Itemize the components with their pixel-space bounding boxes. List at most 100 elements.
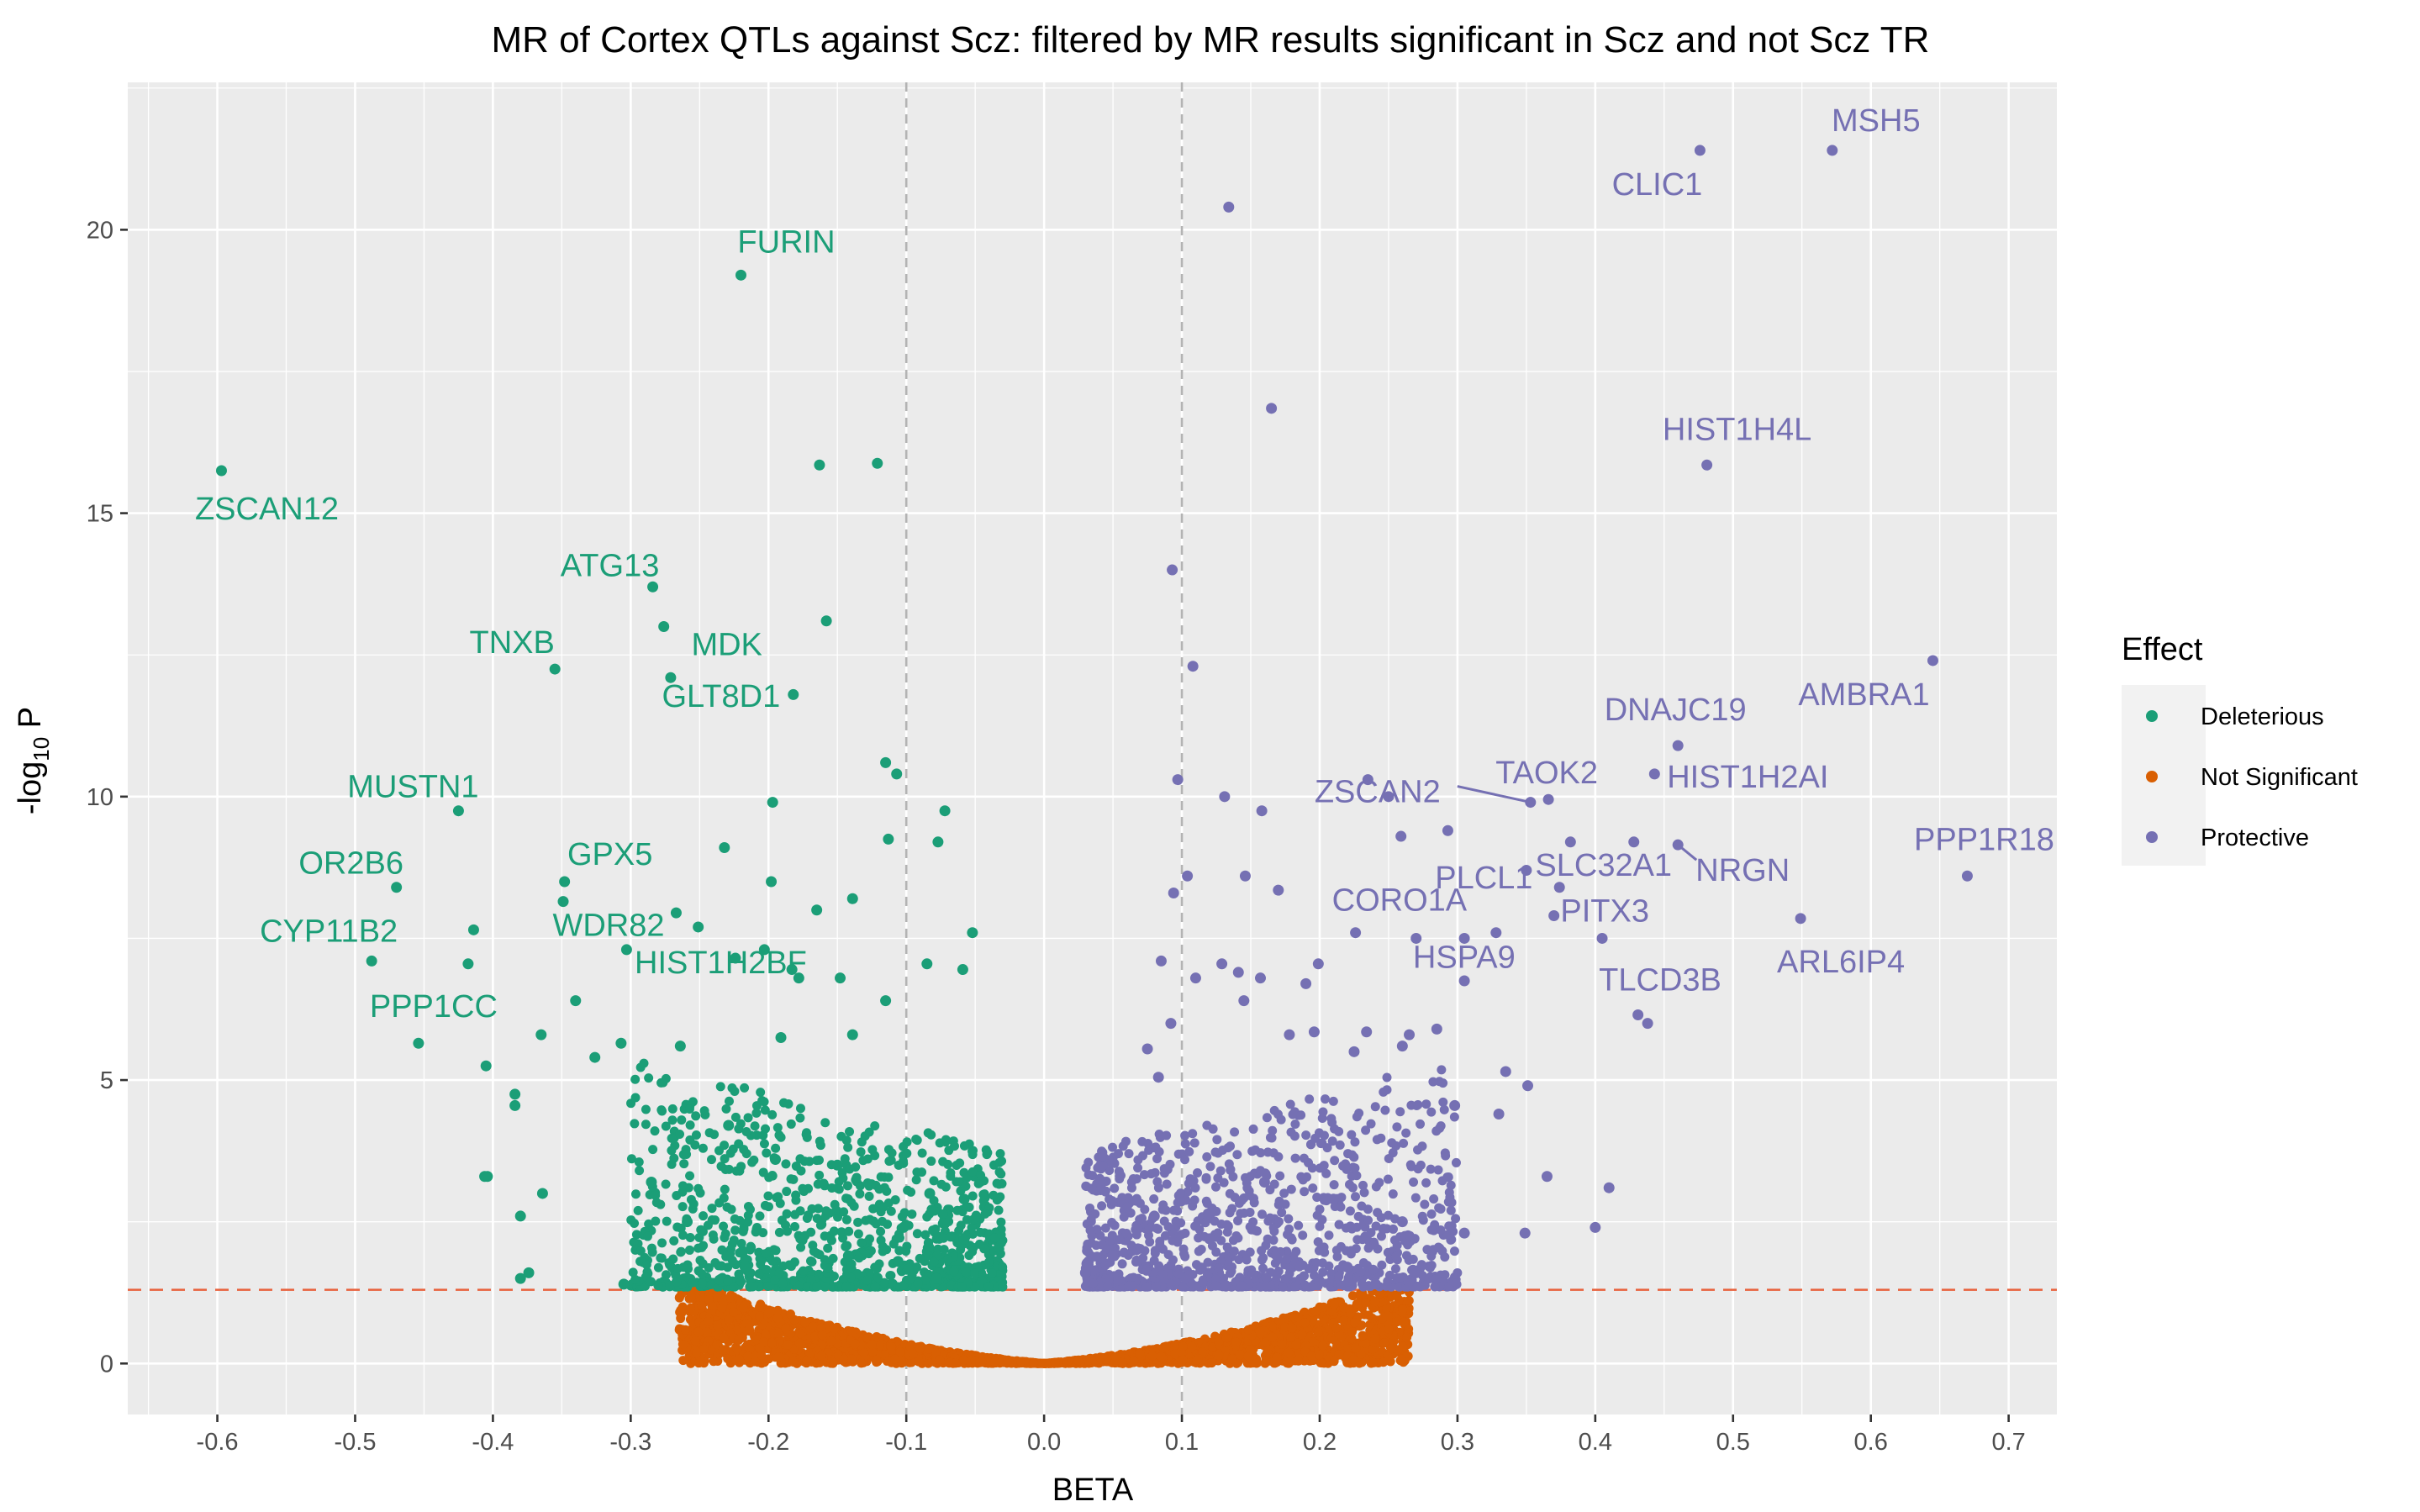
deleterious-point xyxy=(795,1154,805,1164)
protective-point xyxy=(1347,1183,1358,1193)
deleterious-point xyxy=(820,615,832,627)
deleterious-point xyxy=(709,1234,719,1244)
deleterious-point xyxy=(736,1239,746,1249)
not-significant-point xyxy=(1338,1315,1348,1325)
protective-point xyxy=(1265,1133,1275,1143)
protective-point xyxy=(1404,1278,1414,1288)
deleterious-point xyxy=(942,1255,952,1265)
protective-point xyxy=(1086,1214,1096,1225)
not-significant-point xyxy=(889,1354,899,1364)
protective-point xyxy=(1329,1180,1339,1190)
protective-point xyxy=(1265,1213,1275,1223)
deleterious-point xyxy=(684,1104,694,1114)
deleterious-point xyxy=(719,1221,729,1231)
deleterious-point xyxy=(695,1256,705,1266)
deleterious-point xyxy=(911,1135,921,1145)
deleterious-point xyxy=(549,663,561,675)
deleterious-point xyxy=(958,1233,970,1245)
deleterious-point xyxy=(839,1207,849,1217)
protective-point xyxy=(1100,1223,1110,1233)
protective-point xyxy=(1236,1281,1247,1291)
protective-point xyxy=(1370,1280,1380,1290)
protective-point xyxy=(1236,1195,1247,1205)
deleterious-point xyxy=(819,1178,829,1188)
not-significant-point xyxy=(1016,1357,1026,1367)
deleterious-point xyxy=(667,1104,677,1114)
deleterious-point xyxy=(958,1193,970,1205)
deleterious-point xyxy=(957,964,968,976)
protective-point xyxy=(1301,1130,1311,1141)
protective-point xyxy=(1415,1281,1425,1291)
protective-point xyxy=(1226,1141,1236,1151)
protective-point xyxy=(1207,1208,1217,1218)
deleterious-point xyxy=(413,1037,424,1049)
not-significant-point xyxy=(1255,1326,1265,1336)
protective-point xyxy=(1133,1155,1143,1165)
not-significant-point xyxy=(906,1357,916,1367)
protective-point xyxy=(1162,1130,1172,1141)
not-significant-point xyxy=(808,1321,818,1331)
protective-point xyxy=(1205,1162,1215,1172)
deleterious-point xyxy=(771,1143,781,1153)
deleterious-point xyxy=(740,1253,750,1263)
deleterious-point xyxy=(867,1145,878,1155)
protective-point xyxy=(1141,1282,1152,1292)
protective-point xyxy=(1396,1040,1408,1052)
not-significant-point xyxy=(734,1336,744,1346)
not-significant-point xyxy=(851,1339,861,1349)
deleterious-point xyxy=(878,1246,888,1256)
deleterious-point xyxy=(704,1262,714,1272)
deleterious-point xyxy=(480,1060,492,1072)
protective-point xyxy=(1416,1260,1426,1270)
not-significant-point xyxy=(826,1336,836,1346)
not-significant-point xyxy=(1178,1341,1188,1351)
deleterious-point xyxy=(975,1227,985,1237)
not-significant-point xyxy=(1231,1337,1242,1347)
protective-point xyxy=(1096,1183,1106,1193)
deleterious-point xyxy=(894,1160,904,1170)
protective-point xyxy=(1416,1160,1426,1170)
deleterious-point xyxy=(662,1216,672,1226)
not-significant-point xyxy=(989,1357,999,1367)
deleterious-point xyxy=(462,958,474,970)
deleterious-point xyxy=(647,1247,657,1257)
deleterious-point xyxy=(846,893,858,904)
protective-point xyxy=(1173,1237,1183,1247)
deleterious-point xyxy=(926,1204,936,1214)
deleterious-point xyxy=(720,1233,730,1243)
deleterious-point xyxy=(467,924,479,935)
protective-point xyxy=(1114,1149,1124,1159)
deleterious-point xyxy=(676,1247,686,1257)
deleterious-point xyxy=(815,1136,825,1146)
protective-point xyxy=(1404,1029,1416,1040)
deleterious-point xyxy=(685,1171,695,1181)
protective-point xyxy=(1211,1182,1221,1192)
deleterious-point xyxy=(796,1242,806,1252)
deleterious-point xyxy=(967,1167,978,1177)
protective-point xyxy=(1269,1105,1279,1115)
protective-point xyxy=(1451,1157,1461,1167)
protective-point xyxy=(1927,655,1938,666)
deleterious-point xyxy=(957,1282,967,1292)
not-significant-point xyxy=(1368,1357,1378,1367)
protective-point xyxy=(1165,1018,1177,1030)
deleterious-point xyxy=(845,1126,855,1136)
deleterious-point xyxy=(815,1170,825,1180)
protective-point xyxy=(1298,1175,1308,1185)
deleterious-point xyxy=(823,1243,833,1253)
not-significant-point xyxy=(970,1356,980,1366)
protective-point xyxy=(1426,1209,1437,1219)
not-significant-point xyxy=(1187,1341,1197,1351)
protective-point xyxy=(1315,1139,1326,1149)
protective-point xyxy=(1300,977,1312,989)
deleterious-point xyxy=(983,1282,994,1292)
gene-label: MSH5 xyxy=(1832,103,1921,139)
protective-point xyxy=(1379,1087,1389,1097)
deleterious-point xyxy=(653,1262,663,1272)
protective-point xyxy=(1250,1145,1260,1155)
deleterious-point xyxy=(697,1269,707,1279)
not-significant-point xyxy=(1050,1357,1060,1367)
deleterious-point xyxy=(746,1241,756,1251)
deleterious-point xyxy=(902,1241,912,1251)
protective-point xyxy=(1440,1252,1450,1262)
